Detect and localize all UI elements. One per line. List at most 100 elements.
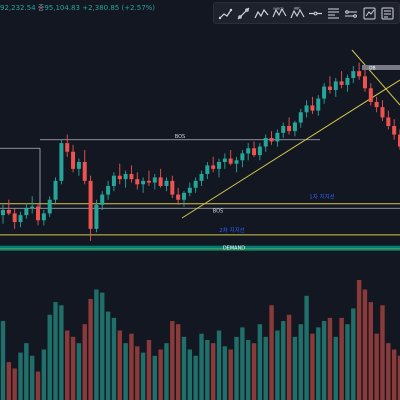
abcde-pattern-tool-icon[interactable]: ABC xyxy=(290,6,305,21)
volume-bar xyxy=(18,352,23,400)
candle-body xyxy=(240,153,245,161)
candle-body xyxy=(368,88,373,102)
candle-body xyxy=(176,194,181,200)
candle-body xyxy=(217,162,222,169)
candle-body xyxy=(146,180,151,183)
text-tool-icon[interactable] xyxy=(326,6,341,21)
candle-body xyxy=(47,199,52,214)
svg-text:ABC: ABC xyxy=(294,6,301,10)
candle-body xyxy=(304,105,309,113)
volume-bar xyxy=(286,314,292,400)
volume-bar xyxy=(140,352,146,400)
order-block-zone xyxy=(362,65,400,70)
candle-body xyxy=(170,180,175,195)
bos-upper-label: BOS xyxy=(175,134,185,140)
select-tool-icon[interactable] xyxy=(218,6,233,21)
volume-bar xyxy=(339,317,344,400)
candle-body xyxy=(111,175,116,186)
candle-body xyxy=(322,86,327,99)
volume-bar xyxy=(105,311,111,400)
volume-bar xyxy=(152,355,157,400)
volume-bar xyxy=(251,343,257,400)
candle-body xyxy=(123,174,128,180)
volume-bar xyxy=(35,371,41,400)
volume-bar xyxy=(304,295,309,400)
candle-body xyxy=(6,210,11,214)
candle-body xyxy=(386,117,391,126)
volume-bar xyxy=(298,324,303,400)
trendline-resistance xyxy=(351,49,400,106)
volume-bar xyxy=(246,340,251,400)
volume-bar xyxy=(310,333,315,400)
trendline-tool-icon[interactable] xyxy=(236,6,251,21)
candle-body xyxy=(158,177,163,186)
candle-body xyxy=(257,146,262,156)
candle-body xyxy=(36,206,41,221)
volume-bar xyxy=(345,324,350,400)
candle-body xyxy=(71,151,76,169)
candle-body xyxy=(65,143,70,152)
xabcd-pattern-tool-icon[interactable]: XABCD xyxy=(272,6,287,21)
candle-body xyxy=(357,71,362,77)
polyline-tool-icon[interactable] xyxy=(254,6,269,21)
volume-bar xyxy=(24,343,29,400)
volume-bar xyxy=(281,321,286,400)
volume-bar xyxy=(333,336,338,400)
volume-bar xyxy=(391,349,397,400)
volume-bar xyxy=(12,368,17,400)
prev-price: 92,232.54 xyxy=(0,4,36,12)
candle-body xyxy=(263,138,268,147)
candle-body xyxy=(327,86,332,90)
long-position-tool-icon[interactable] xyxy=(362,6,377,21)
ob-label: OB xyxy=(369,65,376,71)
trendline-support xyxy=(181,79,400,219)
volume-bar xyxy=(316,327,321,400)
candle-body xyxy=(82,162,87,181)
bos-lower-label: BOS xyxy=(213,208,223,214)
volume-bar xyxy=(6,362,12,400)
candle-body xyxy=(316,98,321,111)
volume-bar xyxy=(240,327,245,400)
volume-bar xyxy=(123,343,128,400)
volume-bar xyxy=(228,349,233,400)
candle-body xyxy=(181,192,186,200)
volume-bar xyxy=(187,349,193,400)
volume-bar xyxy=(47,314,52,400)
ray-tool-icon[interactable] xyxy=(344,6,359,21)
candle-body xyxy=(18,215,23,222)
candle-body xyxy=(76,162,81,169)
volume-bar xyxy=(263,336,268,400)
candle-body xyxy=(129,174,134,180)
volume-bar xyxy=(135,346,140,400)
candle-body xyxy=(53,180,58,200)
candle-body xyxy=(211,165,216,169)
volume-bar xyxy=(199,333,204,400)
volume-bar xyxy=(94,289,99,400)
volume-bar xyxy=(88,298,93,400)
candle-body xyxy=(141,180,146,185)
candle-body xyxy=(135,179,140,185)
candle-body xyxy=(24,208,29,216)
candle-body xyxy=(228,158,233,164)
candle-body xyxy=(269,138,274,142)
candle-body xyxy=(339,81,344,85)
volume-bar xyxy=(362,289,368,400)
candle-body xyxy=(187,187,192,193)
candle-body xyxy=(152,177,157,183)
volume-bar xyxy=(205,340,210,400)
measure-tool-icon[interactable] xyxy=(380,6,395,21)
support-2-label: 2차 지지선 xyxy=(219,226,245,234)
volume-bar xyxy=(292,336,298,400)
price-change: +2,380.85 (+2.57%) xyxy=(82,4,156,12)
horizontal-line-tool-icon[interactable] xyxy=(308,6,323,21)
candle-body xyxy=(281,126,286,133)
volume-bar xyxy=(257,324,263,400)
candle-body xyxy=(222,158,227,162)
volume-bar xyxy=(70,336,76,400)
candle-body xyxy=(1,210,5,216)
volume-bar xyxy=(117,330,122,400)
volume-bar xyxy=(397,355,400,400)
volume-bar xyxy=(170,321,175,400)
candle-body xyxy=(199,174,204,181)
